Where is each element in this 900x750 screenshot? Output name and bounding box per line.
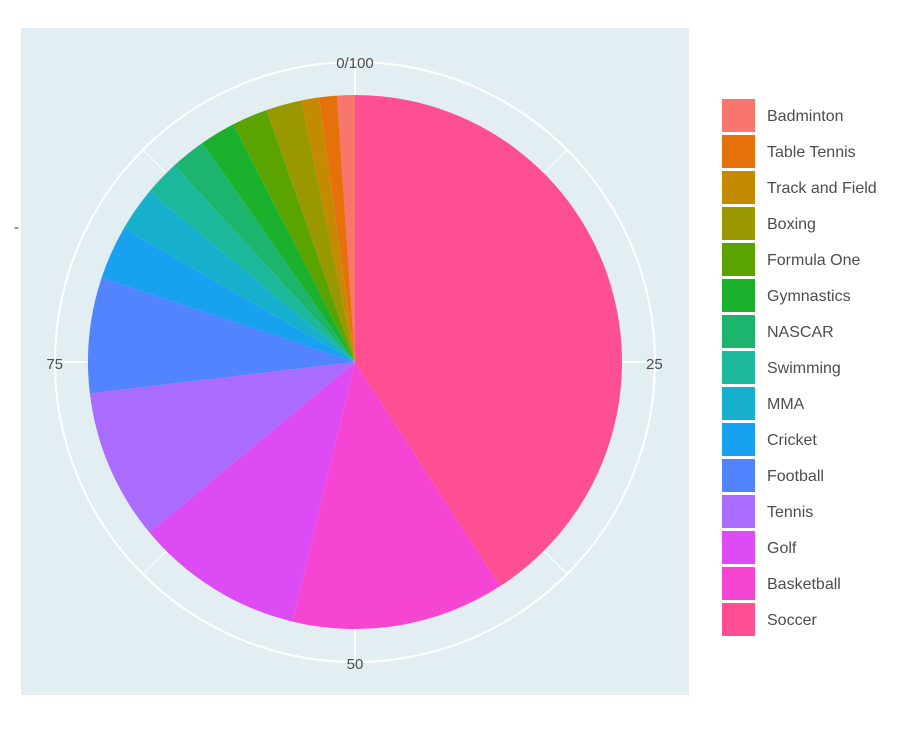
theta-tick-50: 50	[347, 656, 364, 673]
pie-slice-nascar	[174, 142, 355, 362]
legend-label: Football	[767, 468, 824, 485]
legend-key	[722, 171, 755, 204]
theta-tick-75: 75	[46, 356, 63, 373]
legend-key	[722, 495, 755, 528]
pie-slices	[88, 95, 622, 629]
legend-label: Golf	[767, 540, 797, 557]
legend-label: NASCAR	[767, 324, 834, 341]
legend-label: Boxing	[767, 216, 816, 233]
legend-key	[722, 387, 755, 420]
legend-label: Formula One	[767, 252, 860, 269]
legend-key	[722, 567, 755, 600]
pie-slice-swimming	[149, 165, 355, 362]
y-axis-label: -	[14, 219, 19, 236]
legend-label: Swimming	[767, 360, 841, 377]
legend-key	[722, 243, 755, 276]
legend: Badminton Table Tennis Track and Field Boxi…	[722, 99, 877, 636]
legend-label: MMA	[767, 396, 805, 413]
legend-key	[722, 207, 755, 240]
legend-key	[722, 603, 755, 636]
pie-slice-boxing	[266, 100, 355, 362]
pie-slice-gymnastics	[202, 124, 355, 362]
legend-key	[722, 423, 755, 456]
pie-slice-football	[88, 277, 356, 394]
pie-slice-track-and-field	[301, 97, 355, 362]
legend-key	[722, 351, 755, 384]
legend-label: Badminton	[767, 108, 844, 125]
legend-key	[722, 99, 755, 132]
legend-label: Track and Field	[767, 180, 877, 197]
legend-label: Cricket	[767, 432, 817, 449]
pie-slice-golf	[149, 362, 355, 622]
theta-tick-labels: 0/100 25 50 75	[46, 55, 662, 673]
pie-slice-cricket	[101, 228, 355, 362]
legend-key	[722, 279, 755, 312]
theta-tick-0: 0/100	[336, 55, 374, 72]
pie-slice-soccer	[355, 95, 622, 587]
legend-label: Tennis	[767, 504, 813, 521]
legend-label: Soccer	[767, 612, 817, 629]
legend-key	[722, 135, 755, 168]
legend-key	[722, 315, 755, 348]
legend-label: Table Tennis	[767, 144, 856, 161]
pie-slice-basketball	[292, 362, 501, 629]
pie-slice-badminton	[336, 95, 355, 362]
pie-slice-formula-one	[233, 110, 355, 362]
theta-tick-25: 25	[646, 356, 663, 373]
pie-slice-mma	[123, 191, 356, 362]
legend-key	[722, 459, 755, 492]
legend-key	[722, 531, 755, 564]
pie-slice-tennis	[89, 362, 355, 533]
pie-slice-table-tennis	[319, 95, 355, 362]
legend-label: Gymnastics	[767, 288, 851, 305]
legend-label: Basketball	[767, 576, 841, 593]
